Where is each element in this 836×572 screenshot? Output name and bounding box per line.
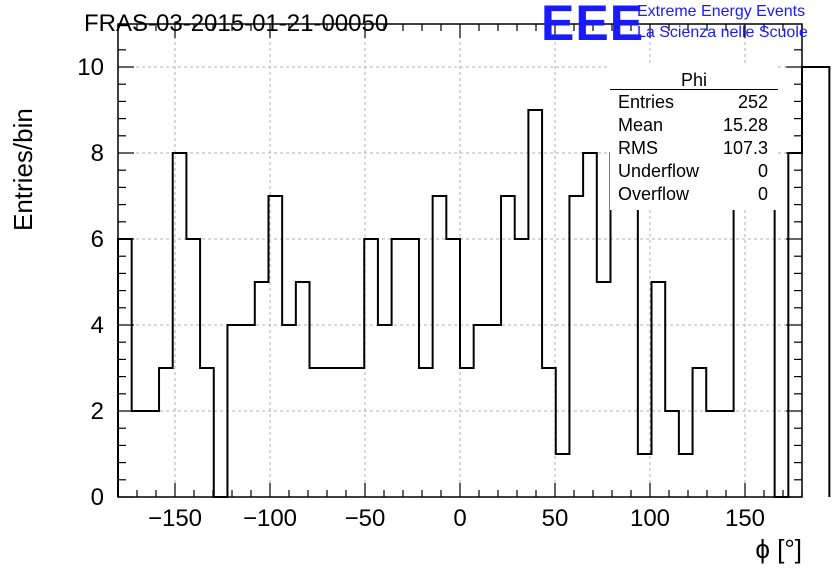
- histogram-bin: [159, 368, 173, 497]
- histogram-bin: [433, 196, 447, 497]
- histogram-bin: [282, 325, 296, 497]
- x-tick-label: −150: [148, 505, 202, 532]
- histogram-bin: [296, 282, 310, 497]
- logo-line-2: La Scienza nelle Scuole: [637, 24, 808, 41]
- histogram-bin: [405, 239, 419, 497]
- stats-label: RMS: [618, 138, 658, 158]
- histogram-bin: [323, 368, 337, 497]
- y-tick-label: 6: [91, 226, 104, 253]
- histogram-bin: [392, 239, 406, 497]
- histogram-bin: [268, 196, 282, 497]
- histogram-bin: [556, 454, 570, 497]
- histogram-bin: [310, 368, 324, 497]
- y-tick-label: 8: [91, 140, 104, 167]
- stats-row-mean: Mean 15.28: [618, 115, 768, 137]
- histogram-bars: [117, 66, 831, 498]
- histogram-bin: [186, 239, 200, 497]
- histogram-bin: [583, 153, 597, 497]
- y-axis-label: Entries/bin: [8, 108, 38, 231]
- eee-logo: EEE: [541, 0, 645, 51]
- x-tick-label: 100: [630, 505, 670, 532]
- histogram-bin: [419, 368, 433, 497]
- stats-label: Underflow: [618, 161, 700, 181]
- stats-title: Phi: [680, 70, 707, 90]
- x-tick-label: 50: [542, 505, 569, 532]
- histogram-bin: [145, 411, 159, 497]
- histogram-bin: [474, 325, 488, 497]
- x-tick-label: −100: [243, 505, 297, 532]
- histogram-outline: [117, 66, 831, 498]
- stats-value: 252: [737, 92, 768, 112]
- histogram-bin: [364, 239, 378, 497]
- histogram-bin: [241, 325, 255, 497]
- stats-value: 0: [757, 184, 768, 204]
- stats-value: 0: [757, 161, 768, 181]
- histogram-bin: [788, 153, 802, 497]
- histogram-bin: [337, 368, 351, 497]
- y-tick-label: 4: [91, 312, 104, 339]
- stats-row-entries: Entries 252: [618, 92, 768, 114]
- tick-labels: −150 −100 −50 0 50 100 150 0 2 4 6 8 10: [77, 54, 765, 532]
- histogram-bin: [569, 196, 583, 497]
- histogram-bin: [816, 67, 830, 497]
- histogram-bin: [173, 153, 187, 497]
- histogram-bin: [501, 196, 515, 497]
- histogram-bin: [351, 368, 365, 497]
- histogram-bin: [706, 411, 720, 497]
- chart-title: FRAS-03-2015-01-21-00050: [84, 10, 389, 37]
- histogram-bin: [624, 196, 638, 497]
- histogram-bin: [118, 239, 132, 497]
- stats-box: Phi Entries 252 Mean 15.28 RMS 107.3 Und…: [610, 64, 778, 210]
- y-tick-label: 10: [77, 54, 104, 81]
- histogram-bin: [132, 411, 146, 497]
- histogram-bin: [487, 325, 501, 497]
- histogram-bin: [378, 325, 392, 497]
- histogram-bin: [528, 110, 542, 497]
- histogram-bin: [255, 282, 269, 497]
- histogram-bin: [227, 325, 241, 497]
- histogram-bin: [638, 454, 652, 497]
- histogram-bin: [446, 239, 460, 497]
- stats-value: 15.28: [722, 115, 768, 135]
- histogram-bin: [652, 282, 666, 497]
- histogram-bin: [597, 282, 611, 497]
- stats-label: Mean: [618, 115, 664, 135]
- histogram-bin: [665, 411, 679, 497]
- x-tick-label: 150: [725, 505, 765, 532]
- histogram-bin: [693, 368, 707, 497]
- y-tick-label: 2: [91, 398, 104, 425]
- histogram-bin: [542, 368, 556, 497]
- histogram-bin: [515, 239, 529, 497]
- stats-divider: [610, 89, 778, 90]
- logo-line-1: Extreme Energy Events: [637, 3, 806, 20]
- histogram-bin: [802, 67, 816, 497]
- stats-row-overflow: Overflow 0: [618, 184, 768, 206]
- stats-label: Overflow: [618, 184, 690, 204]
- histogram-bin: [200, 368, 214, 497]
- axis-ticks: [117, 24, 803, 498]
- y-tick-label: 0: [91, 484, 104, 511]
- x-tick-label: 0: [453, 505, 466, 532]
- histogram-bin: [679, 454, 693, 497]
- x-axis-label: ϕ [°]: [755, 534, 802, 564]
- histogram-bin: [720, 411, 734, 497]
- stats-row-underflow: Underflow 0: [618, 161, 768, 183]
- stats-value: 107.3: [722, 138, 768, 158]
- stats-row-rms: RMS 107.3: [618, 138, 768, 160]
- stats-label: Entries: [618, 92, 675, 112]
- histogram-bin: [460, 368, 474, 497]
- x-tick-label: −50: [345, 505, 386, 532]
- histogram-bin: [734, 196, 748, 497]
